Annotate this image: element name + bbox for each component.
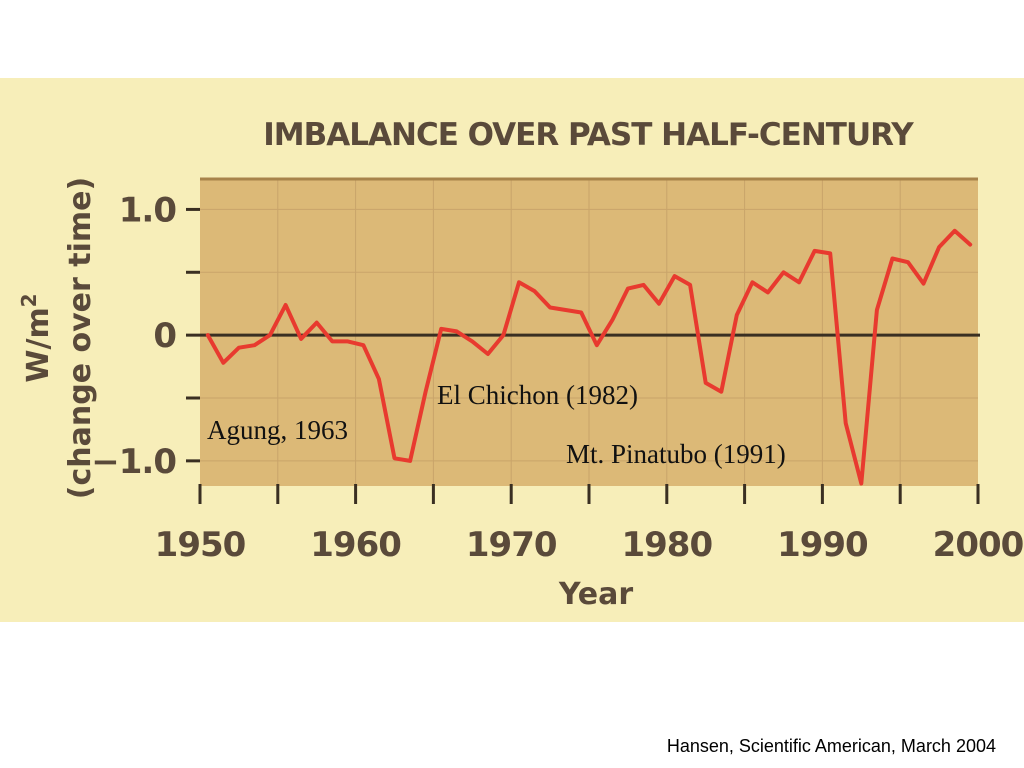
x-tick-label: 1980 [621,525,712,565]
y-axis-label-secondary: (change over time) [63,177,98,499]
line-chart: IMBALANCE OVER PAST HALF-CENTURY 1950 196… [17,117,1024,612]
x-axis-tick-labels: 1950 1960 1970 1980 1990 2000 [155,525,1024,565]
annotation-el-chichon: El Chichon (1982) [437,380,638,410]
y-axis-ticks [186,207,200,463]
series-group [205,228,973,486]
chart-title: IMBALANCE OVER PAST HALF-CENTURY [263,117,914,153]
y-tick-label: 0 [153,316,176,356]
x-tick-label: 1960 [310,525,401,565]
y-axis-label: W/m2 [17,293,56,382]
y-axis-label-superscript: 2 [17,293,41,307]
x-axis-label: Year [558,577,634,612]
grid-lines [200,177,978,486]
y-tick-label: −1.0 [91,442,176,482]
x-tick-label: 1970 [466,525,557,565]
y-axis-label-unit: W/m [21,307,56,382]
annotation-pinatubo: Mt. Pinatubo (1991) [566,439,786,469]
y-axis-tick-labels: 1.0 0 −1.0 [91,190,177,482]
series-line [205,228,973,486]
annotation-agung: Agung, 1963 [207,415,348,445]
x-axis-ticks [198,484,980,504]
source-credit: Hansen, Scientific American, March 2004 [666,736,996,756]
chart-figure: IMBALANCE OVER PAST HALF-CENTURY 1950 196… [0,78,1024,622]
x-tick-label: 1990 [777,525,868,565]
x-tick-label: 2000 [933,525,1024,565]
y-tick-label: 1.0 [119,190,177,230]
x-tick-label: 1950 [155,525,246,565]
